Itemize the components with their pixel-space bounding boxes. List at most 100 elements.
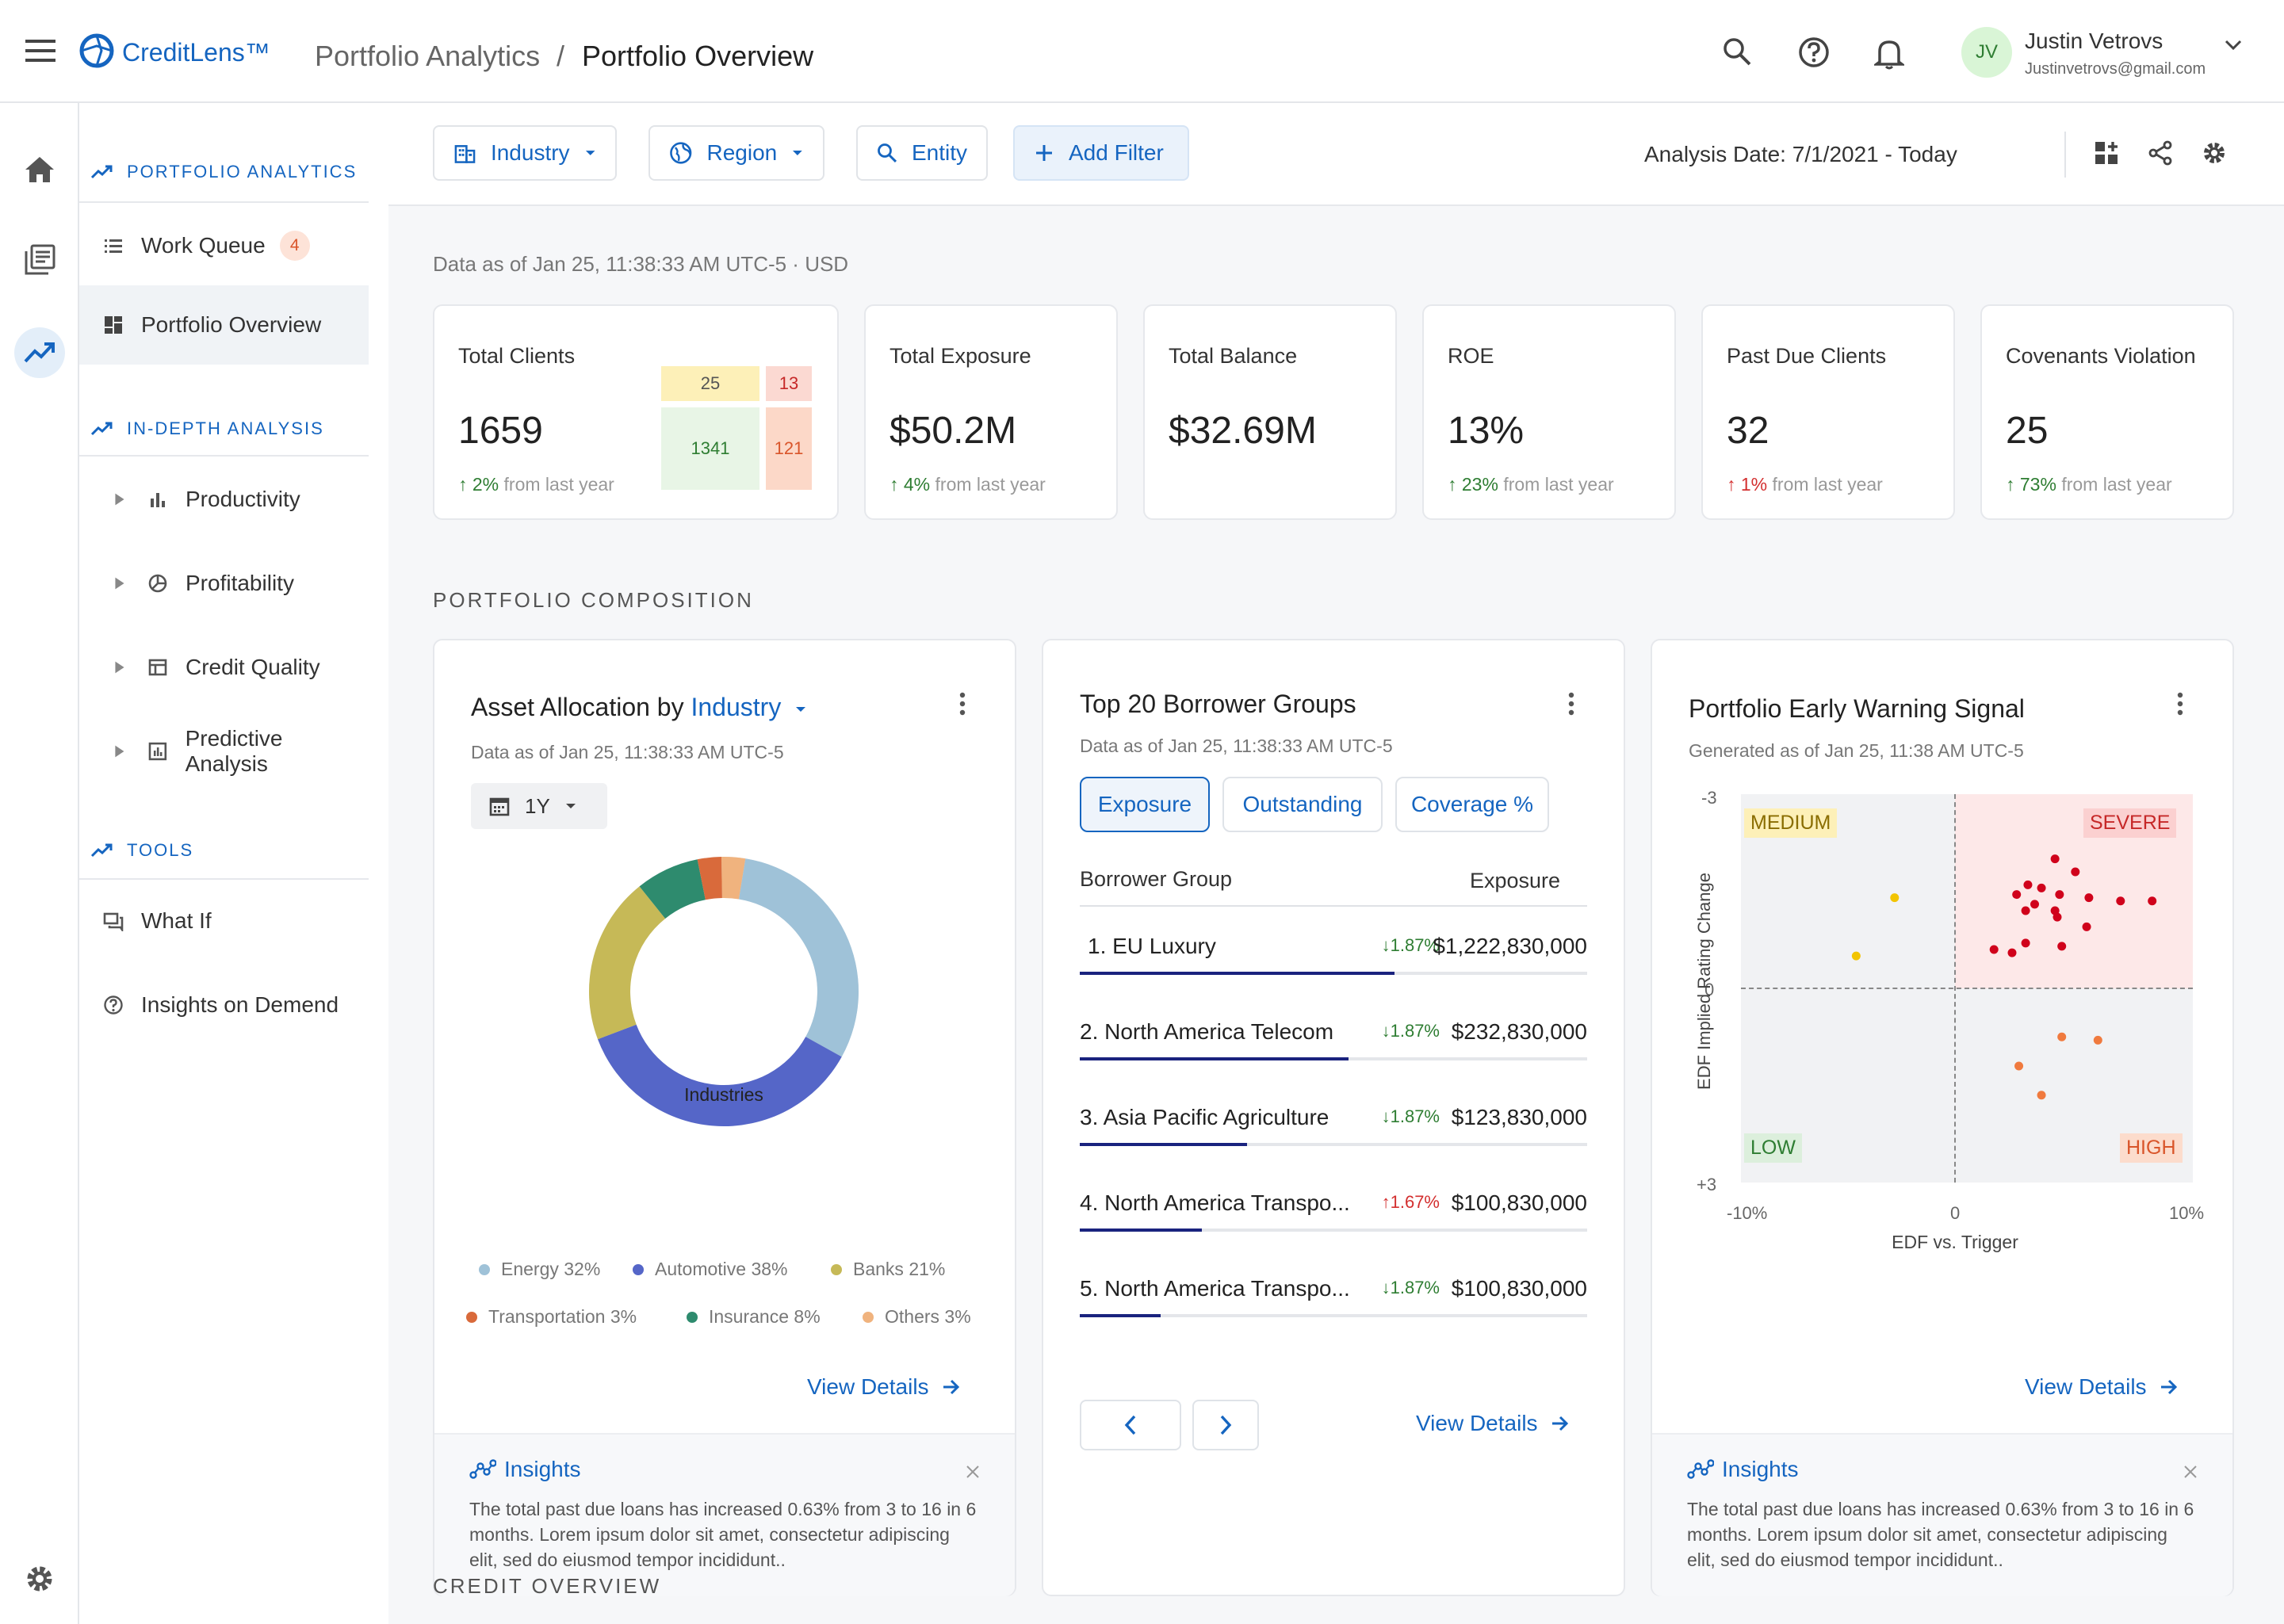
scatter-point[interactable] <box>2093 1035 2102 1045</box>
donut-slice-transportation[interactable] <box>697 857 722 900</box>
kpi-total-balance[interactable]: Total Balance $32.69M <box>1143 304 1397 520</box>
add-filter-button[interactable]: Add Filter <box>1013 125 1189 181</box>
scatter-point[interactable] <box>2053 912 2062 922</box>
ews-insights-panel: Insights The total past due loans has in… <box>1652 1433 2232 1596</box>
scatter-point[interactable] <box>2012 890 2022 900</box>
kpi-covenants-violation[interactable]: Covenants Violation 25 ↑ 73% from last y… <box>1980 304 2234 520</box>
sidebar-item-profitability[interactable]: Profitability <box>79 544 369 623</box>
search-icon[interactable] <box>1722 36 1752 67</box>
divider <box>2064 132 2066 178</box>
home-icon[interactable] <box>24 155 55 184</box>
donut-slice-others[interactable] <box>721 857 746 900</box>
scatter-point[interactable] <box>2071 867 2080 877</box>
industry-donut-chart[interactable] <box>585 853 863 1130</box>
borrower-row-name[interactable]: 2. North America Telecom <box>1080 1019 1334 1044</box>
tab-exposure[interactable]: Exposure <box>1080 777 1210 832</box>
more-vertical-icon[interactable] <box>958 691 967 716</box>
tab-coverage[interactable]: Coverage % <box>1395 777 1549 832</box>
app-name[interactable]: CreditLens™ <box>122 38 270 67</box>
kpi-past-due-clients[interactable]: Past Due Clients 32 ↑ 1% from last year <box>1701 304 1955 520</box>
borrower-row-name[interactable]: 1. EU Luxury <box>1088 934 1216 958</box>
scatter-point[interactable] <box>2021 906 2030 915</box>
next-page-button[interactable] <box>1192 1400 1259 1450</box>
caret-down-icon[interactable] <box>794 703 807 716</box>
scatter-point[interactable] <box>2021 938 2030 948</box>
kpi-change: 73% <box>2019 474 2056 495</box>
borrower-row-name[interactable]: 3. Asia Pacific Agriculture <box>1080 1105 1329 1129</box>
kpi-roe[interactable]: ROE 13% ↑ 23% from last year <box>1422 304 1676 520</box>
scatter-point[interactable] <box>2037 1091 2046 1100</box>
scatter-point[interactable] <box>2023 880 2033 889</box>
more-vertical-icon[interactable] <box>1567 691 1576 716</box>
borrowers-view-details-link[interactable]: View Details <box>1416 1411 1570 1436</box>
user-name[interactable]: Justin Vetrovs <box>2025 29 2163 53</box>
industry-dropdown[interactable]: Industry <box>691 693 782 721</box>
scatter-point[interactable] <box>2148 896 2157 906</box>
donut-slice-automotive[interactable] <box>598 1024 842 1126</box>
borrower-bar-track <box>1080 1229 1587 1232</box>
scatter-point[interactable] <box>2014 1061 2024 1071</box>
scatter-point[interactable] <box>1851 951 1861 961</box>
scatter-point[interactable] <box>2007 948 2017 957</box>
sidebar-item-productivity[interactable]: Productivity <box>79 460 369 539</box>
region-filter[interactable]: Region <box>648 125 824 181</box>
kpi-total-exposure[interactable]: Total Exposure $50.2M ↑ 4% from last yea… <box>864 304 1118 520</box>
insights-icon <box>469 1459 496 1480</box>
close-icon[interactable] <box>2183 1465 2198 1479</box>
scatter-point[interactable] <box>2037 883 2046 892</box>
scatter-point[interactable] <box>1989 945 1999 954</box>
sidebar-item-predictive-analysis[interactable]: Predictive Analysis <box>79 712 369 791</box>
menu-icon[interactable] <box>25 39 55 63</box>
sidebar-item-insights-on-demand[interactable]: Insights on Demend <box>79 965 369 1045</box>
kpi-trend: ↑ 1% from last year <box>1727 474 1883 495</box>
help-icon[interactable] <box>1798 36 1830 68</box>
borrower-row-name[interactable]: 5. North America Transpo... <box>1080 1276 1350 1301</box>
analysis-date-picker[interactable]: Analysis Date: 7/1/2021 - Today <box>1627 135 1960 174</box>
sidebar-item-work-queue[interactable]: Work Queue 4 <box>79 206 369 285</box>
donut-slice-energy[interactable] <box>738 858 859 1057</box>
period-select[interactable]: 1Y <box>471 783 607 829</box>
bell-icon[interactable] <box>1874 36 1904 70</box>
close-icon[interactable] <box>966 1465 980 1479</box>
scatter-point[interactable] <box>2116 896 2125 906</box>
breadcrumb-parent[interactable]: Portfolio Analytics <box>315 40 541 72</box>
scatter-point[interactable] <box>2055 890 2064 900</box>
legend-item-automotive[interactable]: Automotive 38% <box>633 1259 787 1280</box>
ews-plot[interactable]: MEDIUM SEVERE LOW HIGH <box>1741 794 2193 1183</box>
scatter-point[interactable] <box>2057 942 2067 951</box>
borrower-bar-fill <box>1080 1314 1161 1317</box>
scatter-point[interactable] <box>2057 1032 2067 1041</box>
share-icon[interactable] <box>2147 139 2174 166</box>
entity-filter[interactable]: Entity <box>856 125 988 181</box>
prev-page-button[interactable] <box>1080 1400 1181 1450</box>
more-vertical-icon[interactable] <box>2175 691 2185 716</box>
industry-filter[interactable]: Industry <box>433 125 617 181</box>
scatter-point[interactable] <box>1890 893 1900 903</box>
scatter-point[interactable] <box>2082 922 2091 931</box>
scatter-point[interactable] <box>2084 893 2094 903</box>
kpi-total-clients[interactable]: Total Clients 1659 ↑ 2% from last year 2… <box>433 304 839 520</box>
donut-slice-insurance[interactable] <box>639 859 706 919</box>
legend-item-banks[interactable]: Banks 21% <box>831 1259 945 1280</box>
legend-item-energy[interactable]: Energy 32% <box>479 1259 600 1280</box>
dashboard-add-icon[interactable] <box>2093 139 2120 166</box>
sidebar-item-what-if[interactable]: What If <box>79 881 369 961</box>
ews-view-details-link[interactable]: View Details <box>2025 1374 2179 1400</box>
gear-icon[interactable] <box>24 1563 55 1595</box>
analytics-rail-button[interactable] <box>14 327 65 378</box>
sidebar-item-credit-quality[interactable]: Credit Quality <box>79 628 369 707</box>
legend-item-transportation[interactable]: Transportation 3% <box>466 1306 637 1328</box>
legend-item-insurance[interactable]: Insurance 8% <box>687 1306 821 1328</box>
library-icon[interactable] <box>24 244 55 276</box>
legend-item-others[interactable]: Others 3% <box>863 1306 971 1328</box>
sidebar-item-portfolio-overview[interactable]: Portfolio Overview <box>79 285 369 365</box>
donut-slice-banks[interactable] <box>589 886 666 1040</box>
asset-view-details-link[interactable]: View Details <box>807 1374 961 1400</box>
avatar[interactable]: JV <box>1961 27 2012 78</box>
scatter-point[interactable] <box>2030 900 2039 909</box>
borrower-row-name[interactable]: 4. North America Transpo... <box>1080 1190 1350 1215</box>
scatter-point[interactable] <box>2050 854 2060 864</box>
settings-icon[interactable] <box>2201 139 2228 166</box>
tab-outstanding[interactable]: Outstanding <box>1222 777 1383 832</box>
chevron-down-icon[interactable] <box>2225 40 2242 51</box>
